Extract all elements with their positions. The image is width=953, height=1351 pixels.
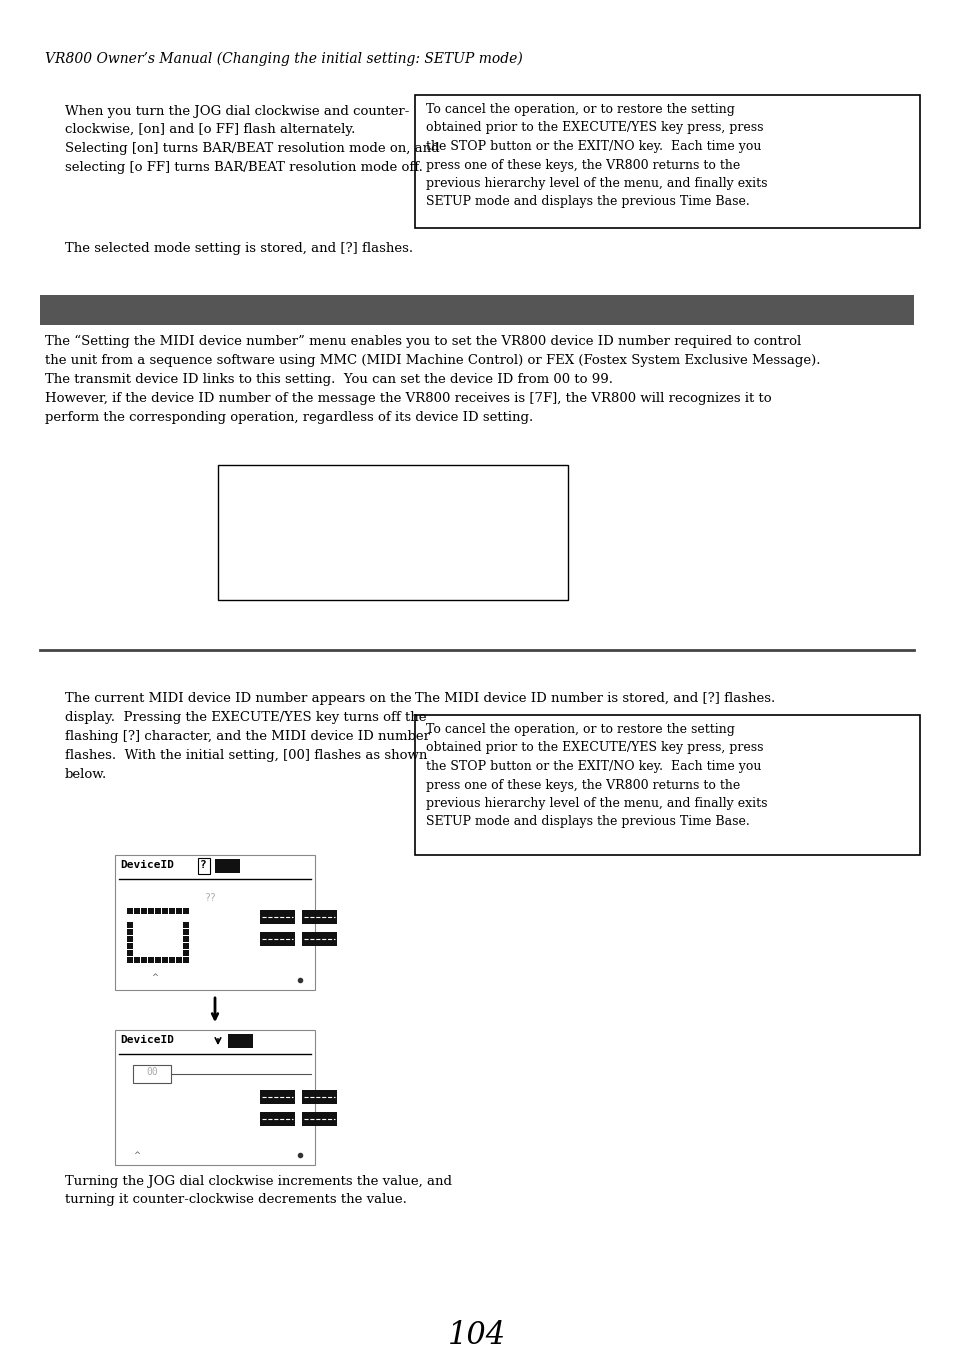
Bar — [154, 908, 161, 915]
Bar — [132, 1065, 171, 1084]
Text: ^: ^ — [133, 1151, 140, 1161]
Bar — [127, 908, 132, 915]
Text: 00: 00 — [146, 1067, 157, 1077]
Bar — [141, 908, 147, 915]
Text: ??: ?? — [205, 893, 216, 902]
Bar — [183, 936, 189, 942]
Bar — [148, 957, 153, 963]
Text: The MIDI device ID number is stored, and [?] flashes.: The MIDI device ID number is stored, and… — [415, 692, 775, 705]
Bar — [175, 908, 182, 915]
Bar — [127, 943, 132, 948]
Bar — [169, 957, 174, 963]
Bar — [127, 921, 132, 928]
Text: To cancel the operation, or to restore the setting
obtained prior to the EXECUTE: To cancel the operation, or to restore t… — [426, 103, 767, 208]
Bar — [148, 908, 153, 915]
Bar — [183, 943, 189, 948]
Bar — [154, 957, 161, 963]
Bar — [260, 1112, 294, 1125]
Bar — [183, 921, 189, 928]
Bar — [183, 929, 189, 935]
Text: The selected mode setting is stored, and [?] flashes.: The selected mode setting is stored, and… — [65, 242, 413, 255]
Text: The “Setting the MIDI device number” menu enables you to set the VR800 device ID: The “Setting the MIDI device number” men… — [45, 335, 820, 424]
Bar — [127, 950, 132, 957]
Text: The current MIDI device ID number appears on the
display.  Pressing the EXECUTE/: The current MIDI device ID number appear… — [65, 692, 430, 781]
Bar — [40, 295, 913, 326]
Bar — [162, 908, 168, 915]
Bar — [302, 1090, 336, 1104]
Text: ?: ? — [200, 861, 207, 870]
Text: To cancel the operation, or to restore the setting
obtained prior to the EXECUTE: To cancel the operation, or to restore t… — [426, 723, 767, 828]
Bar — [415, 715, 919, 855]
Bar — [133, 908, 140, 915]
Bar — [169, 908, 174, 915]
Bar — [302, 1112, 336, 1125]
Bar — [127, 929, 132, 935]
Bar — [127, 957, 132, 963]
Bar — [141, 957, 147, 963]
Text: Turning the JOG dial clockwise increments the value, and
turning it counter-cloc: Turning the JOG dial clockwise increment… — [65, 1175, 452, 1206]
Bar — [302, 932, 336, 946]
Text: DeviceID: DeviceID — [120, 861, 173, 870]
Text: DeviceID: DeviceID — [120, 1035, 173, 1046]
Bar — [260, 911, 294, 924]
Text: ^: ^ — [152, 973, 158, 982]
Bar — [115, 1029, 314, 1165]
Bar — [260, 1090, 294, 1104]
Bar — [183, 957, 189, 963]
Bar — [198, 858, 210, 874]
Bar — [115, 855, 314, 990]
Bar — [228, 1034, 253, 1048]
Bar — [302, 911, 336, 924]
Bar — [183, 908, 189, 915]
Bar — [218, 465, 567, 600]
Bar — [214, 859, 240, 873]
Bar — [183, 950, 189, 957]
Bar — [127, 936, 132, 942]
Text: VR800 Owner’s Manual (Changing the initial setting: SETUP mode): VR800 Owner’s Manual (Changing the initi… — [45, 51, 522, 66]
Bar — [133, 957, 140, 963]
Text: When you turn the JOG dial clockwise and counter-
clockwise, [on] and [o FF] fla: When you turn the JOG dial clockwise and… — [65, 105, 439, 173]
Bar — [260, 932, 294, 946]
Text: 104: 104 — [448, 1320, 505, 1351]
Bar — [162, 957, 168, 963]
Bar — [175, 957, 182, 963]
Bar — [415, 95, 919, 228]
